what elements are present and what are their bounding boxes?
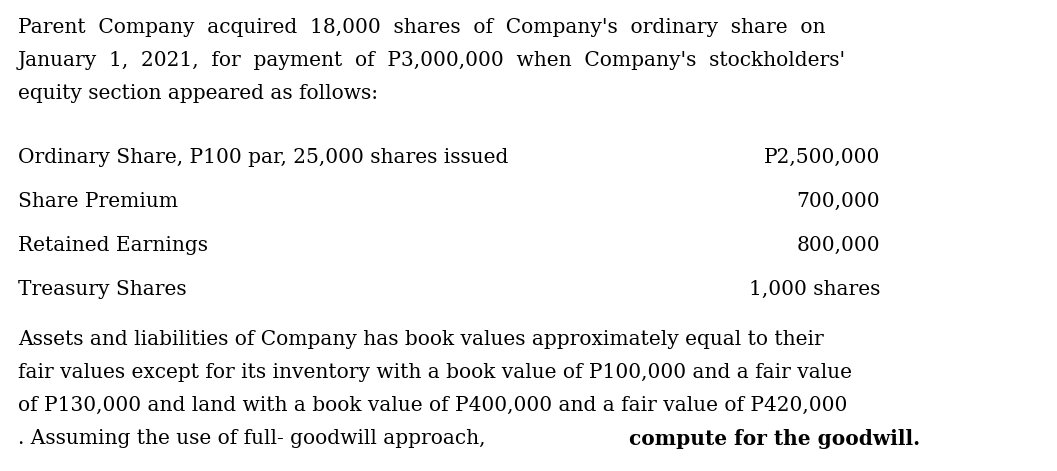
Text: of P130,000 and land with a book value of P400,000 and a fair value of P420,000: of P130,000 and land with a book value o… bbox=[18, 396, 848, 415]
Text: Parent  Company  acquired  18,000  shares  of  Company's  ordinary  share  on: Parent Company acquired 18,000 shares of… bbox=[18, 18, 826, 37]
Text: Retained Earnings: Retained Earnings bbox=[18, 236, 208, 255]
Text: . Assuming the use of full- goodwill approach,: . Assuming the use of full- goodwill app… bbox=[18, 429, 492, 448]
Text: 800,000: 800,000 bbox=[796, 236, 880, 255]
Text: fair values except for its inventory with a book value of P100,000 and a fair va: fair values except for its inventory wit… bbox=[18, 363, 852, 382]
Text: 700,000: 700,000 bbox=[796, 192, 880, 211]
Text: Ordinary Share, P100 par, 25,000 shares issued: Ordinary Share, P100 par, 25,000 shares … bbox=[18, 148, 508, 167]
Text: P2,500,000: P2,500,000 bbox=[763, 148, 880, 167]
Text: compute for the goodwill.: compute for the goodwill. bbox=[630, 429, 921, 449]
Text: Assets and liabilities of Company has book values approximately equal to their: Assets and liabilities of Company has bo… bbox=[18, 330, 823, 349]
Text: Treasury Shares: Treasury Shares bbox=[18, 280, 187, 299]
Text: January  1,  2021,  for  payment  of  P3,000,000  when  Company's  stockholders': January 1, 2021, for payment of P3,000,0… bbox=[18, 51, 846, 70]
Text: 1,000 shares: 1,000 shares bbox=[748, 280, 880, 299]
Text: equity section appeared as follows:: equity section appeared as follows: bbox=[18, 84, 378, 103]
Text: Share Premium: Share Premium bbox=[18, 192, 178, 211]
